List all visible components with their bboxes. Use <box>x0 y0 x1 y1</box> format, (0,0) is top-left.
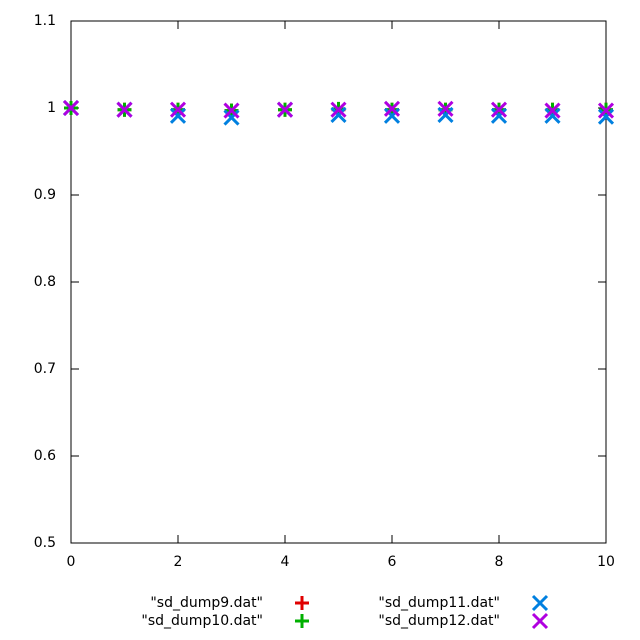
point <box>223 109 240 126</box>
legend-marker <box>531 594 549 612</box>
y-tick-label: 0.7 <box>34 361 56 377</box>
x-tick-label: 8 <box>495 554 504 570</box>
legend-marker <box>295 614 309 628</box>
y-tick-label: 0.9 <box>34 187 56 203</box>
point <box>383 107 401 124</box>
x-tick-label: 10 <box>597 554 615 570</box>
y-tick-label: 0.8 <box>34 274 56 290</box>
legend-label: "sd_dump11.dat" <box>378 595 500 611</box>
point <box>544 107 561 124</box>
y-tick-label: 0.5 <box>34 535 56 551</box>
point <box>437 100 454 117</box>
point <box>330 101 347 118</box>
point <box>490 107 508 124</box>
legend-marker <box>531 612 549 630</box>
x-tick-label: 4 <box>281 554 290 570</box>
x-tick-label: 2 <box>174 554 183 570</box>
point <box>490 101 508 118</box>
point <box>62 99 80 117</box>
point <box>276 101 294 118</box>
x-tick-label: 0 <box>67 554 76 570</box>
x-tick-label: 6 <box>388 554 397 570</box>
point <box>169 101 187 118</box>
point <box>437 106 454 124</box>
point <box>383 100 401 117</box>
point <box>544 102 561 119</box>
legend-label: "sd_dump10.dat" <box>141 613 263 629</box>
point <box>597 108 615 125</box>
point <box>330 106 347 124</box>
point <box>116 101 133 118</box>
point <box>223 102 240 119</box>
y-tick-label: 1 <box>47 100 56 116</box>
legend-marker <box>295 596 309 610</box>
y-tick-label: 1.1 <box>34 13 56 29</box>
point <box>597 102 615 119</box>
legend-label: "sd_dump12.dat" <box>378 613 500 629</box>
plot-frame <box>70 20 607 544</box>
point <box>169 107 187 124</box>
legend-label: "sd_dump9.dat" <box>150 595 263 611</box>
y-tick-label: 0.6 <box>34 448 56 464</box>
